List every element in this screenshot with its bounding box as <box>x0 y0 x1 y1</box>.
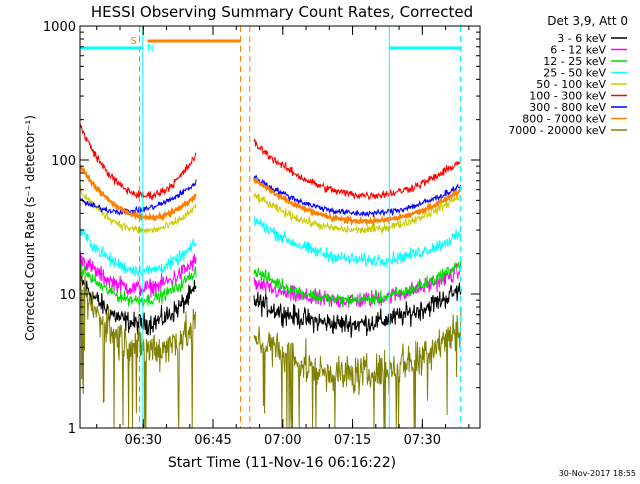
series-0-segment-1 <box>253 282 462 338</box>
night-flag-label: N <box>147 43 154 54</box>
series-line-4 <box>79 185 462 235</box>
legend-label-3: 25 - 50 keV <box>543 67 606 80</box>
series-line-0 <box>79 270 462 338</box>
series-line-8 <box>79 266 462 429</box>
series-2-segment-0 <box>79 262 197 307</box>
legend-header: Det 3,9, Att 0 <box>547 14 628 28</box>
series-6-segment-1 <box>253 174 462 218</box>
series-line-2 <box>79 258 462 307</box>
x-tick-label-1: 06:45 <box>194 433 231 448</box>
series-1-segment-0 <box>79 249 197 298</box>
legend-label-5: 100 - 300 keV <box>529 90 606 103</box>
series-line-5 <box>79 123 462 201</box>
series-2-segment-1 <box>253 258 462 307</box>
axis-layer: 1 10 100 1000 06:30 06:45 07:00 07:15 07:30 <box>43 20 481 448</box>
data-layer <box>79 123 462 429</box>
series-8-segment-0 <box>79 266 197 429</box>
legend-label-2: 12 - 25 keV <box>543 55 606 68</box>
series-8-segment-1 <box>253 307 462 429</box>
chart-title: HESSI Observing Summary Count Rates, Cor… <box>91 3 473 21</box>
x-axis-label: Start Time (11-Nov-16 06:16:22) <box>168 455 396 471</box>
legend-label-8: 7000 - 20000 keV <box>508 124 606 137</box>
y-tick-label-0: 1 <box>68 422 76 437</box>
series-7-segment-0 <box>79 165 197 222</box>
series-4-segment-1 <box>253 193 462 235</box>
series-line-3 <box>79 216 462 277</box>
legend-label-4: 50 - 100 keV <box>536 78 606 91</box>
x-tick-label-0: 06:30 <box>125 433 162 448</box>
series-4-segment-0 <box>79 185 197 235</box>
series-3-segment-1 <box>253 216 462 268</box>
series-0-segment-0 <box>79 270 197 336</box>
series-5-segment-0 <box>79 123 197 201</box>
legend-label-6: 300 - 800 keV <box>529 101 606 114</box>
x-tick-label-3: 07:15 <box>334 433 371 448</box>
legend-label-0: 3 - 6 keV <box>557 32 606 45</box>
series-5-segment-1 <box>253 138 462 201</box>
y-tick-label-2: 100 <box>51 154 76 169</box>
flag-layer: SN <box>80 26 461 428</box>
y-tick-label-3: 1000 <box>43 20 76 35</box>
y-axis-label: Corrected Count Rate (s⁻¹ detector⁻¹) <box>23 115 37 341</box>
series-3-segment-0 <box>79 227 197 277</box>
x-tick-label-4: 07:30 <box>404 433 441 448</box>
saa-flag-label: S <box>130 36 136 47</box>
plot-frame <box>79 25 481 429</box>
x-tick-label-2: 07:00 <box>264 433 301 448</box>
legend-label-1: 6 - 12 keV <box>550 44 606 57</box>
timestamp: 30-Nov-2017 18:55 <box>559 469 636 478</box>
y-tick-label-1: 10 <box>59 288 76 303</box>
legend-label-7: 800 - 7000 keV <box>522 113 606 126</box>
series-7-segment-1 <box>253 178 462 228</box>
series-line-7 <box>79 165 462 228</box>
